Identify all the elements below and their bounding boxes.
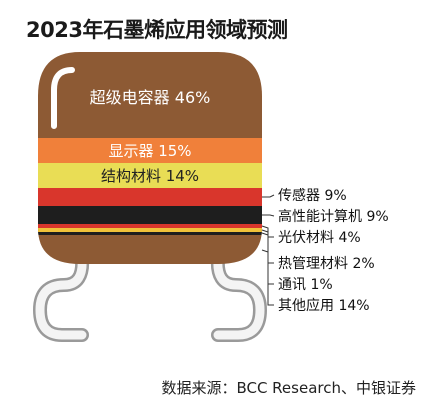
band-2 (38, 163, 262, 188)
leader-line (261, 249, 274, 306)
data-bands (38, 138, 262, 235)
segment-label: 通讯 1% (278, 277, 333, 293)
leader-lines (261, 194, 275, 306)
segment-label: 其他应用 14% (278, 297, 370, 314)
leader-line (262, 194, 275, 198)
band-7 (38, 232, 262, 235)
chart-title: 2023年石墨烯应用领域预测 (26, 18, 288, 42)
segment-label: 超级电容器 46% (90, 88, 211, 107)
band-3 (38, 188, 262, 206)
segment-label: 光伏材料 4% (278, 230, 361, 246)
segment-label: 结构材料 14% (101, 167, 199, 185)
leader-line (262, 214, 275, 217)
segment-label: 高性能计算机 9% (278, 208, 389, 225)
highlight-mark (51, 67, 75, 129)
segment-label: 显示器 15% (108, 142, 191, 160)
source-note: 数据来源：BCC Research、中银证券 (161, 379, 416, 397)
band-6 (38, 228, 262, 232)
band-4 (38, 206, 262, 224)
band-5 (38, 224, 262, 228)
capacitor-legs (32, 251, 268, 342)
band-1 (38, 138, 262, 163)
segment-label: 热管理材料 2% (278, 256, 375, 272)
segment-label: 传感器 9% (278, 187, 347, 204)
